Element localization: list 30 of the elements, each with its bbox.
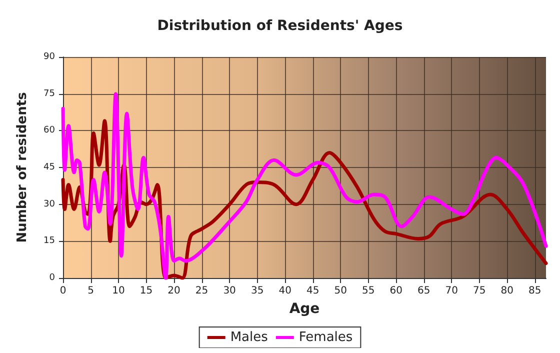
y-tick-label: 60 [44, 126, 56, 136]
y-tick-label: 90 [44, 52, 56, 62]
x-tick-label: 0 [60, 286, 66, 296]
y-tick-label: 15 [44, 236, 55, 246]
x-tick-label: 75 [473, 286, 486, 296]
x-tick-label: 55 [362, 286, 375, 296]
x-tick-label: 70 [445, 286, 458, 296]
y-tick-label: 30 [44, 199, 56, 210]
x-tick-label: 45 [306, 286, 320, 296]
x-tick-label: 60 [390, 286, 402, 296]
x-tick-label: 25 [195, 286, 208, 296]
x-tick-label: 15 [140, 286, 153, 296]
x-tick-label: 40 [278, 286, 292, 296]
y-tick-label: 75 [44, 88, 55, 99]
x-tick-label: 80 [500, 286, 514, 296]
y-tick-label: 0 [49, 273, 56, 283]
x-tick-label: 65 [417, 286, 430, 296]
x-tick-label: 85 [528, 286, 542, 296]
legend-label: Males [230, 330, 268, 345]
x-tick-label: 35 [250, 286, 264, 296]
y-axis-title: Number of residents [15, 92, 30, 243]
legend-label: Females [298, 330, 353, 345]
x-tick-label: 50 [334, 286, 347, 296]
chart-title: Distribution of Residents' Ages [157, 18, 403, 34]
x-axis-title: Age [289, 301, 320, 317]
x-tick-label: 5 [88, 286, 94, 296]
y-tick-label: 45 [44, 162, 55, 172]
x-tick-label: 20 [168, 286, 180, 296]
x-tick-label: 10 [112, 286, 125, 296]
x-tick-label: 30 [223, 286, 236, 296]
